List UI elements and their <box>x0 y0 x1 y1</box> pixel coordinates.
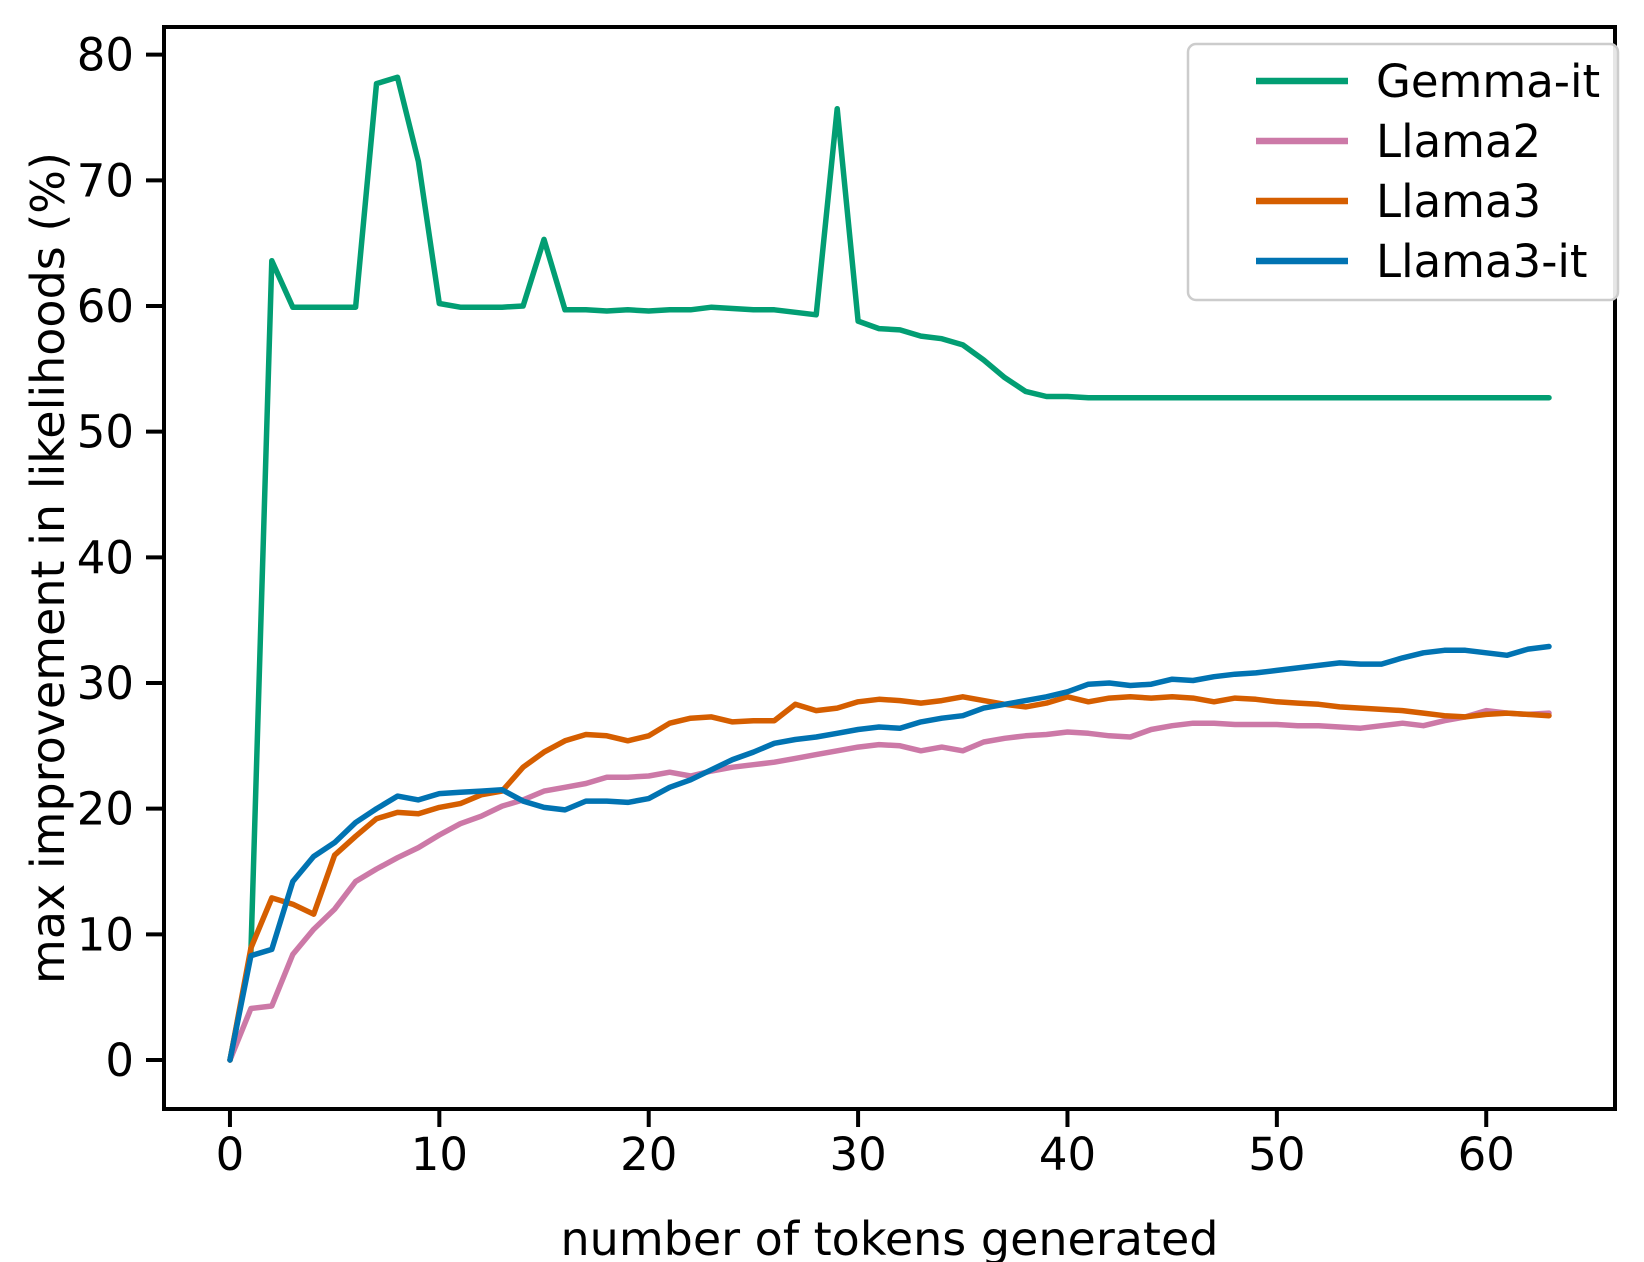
x-tick-label: 50 <box>1248 1128 1305 1181</box>
x-tick-label: 0 <box>216 1128 245 1181</box>
series-line-gemma-it <box>227 74 1552 1063</box>
plot-border <box>162 25 1617 1111</box>
legend-label-gemma-it: Gemma-it <box>1376 55 1600 108</box>
series-line-llama3-it <box>227 643 1552 1063</box>
x-tick-label: 60 <box>1458 1128 1515 1181</box>
x-tick-label: 10 <box>411 1128 468 1181</box>
y-axis-label: max improvement in likelihoods (%) <box>21 152 75 984</box>
y-tick-label: 50 <box>77 406 134 459</box>
y-tick-label: 30 <box>77 657 134 710</box>
y-tick-label: 10 <box>77 908 134 961</box>
y-tick-label: 0 <box>105 1034 134 1087</box>
y-tick-label: 40 <box>77 531 134 584</box>
y-tick-label: 80 <box>77 29 134 82</box>
legend-label-llama3-it: Llama3-it <box>1376 235 1588 288</box>
y-tick-label: 60 <box>77 280 134 333</box>
legend-label-llama3: Llama3 <box>1376 175 1541 228</box>
y-tick-label: 70 <box>77 154 134 207</box>
x-tick-label: 20 <box>620 1128 677 1181</box>
x-tick-label: 40 <box>1039 1128 1096 1181</box>
series-line-llama3 <box>227 694 1552 1063</box>
y-tick-label: 20 <box>77 783 134 836</box>
x-axis-label: number of tokens generated <box>561 1212 1219 1262</box>
x-tick-label: 30 <box>829 1128 886 1181</box>
series-line-llama2 <box>227 707 1552 1063</box>
legend-box <box>1186 42 1620 302</box>
legend-label-llama2: Llama2 <box>1376 115 1541 168</box>
